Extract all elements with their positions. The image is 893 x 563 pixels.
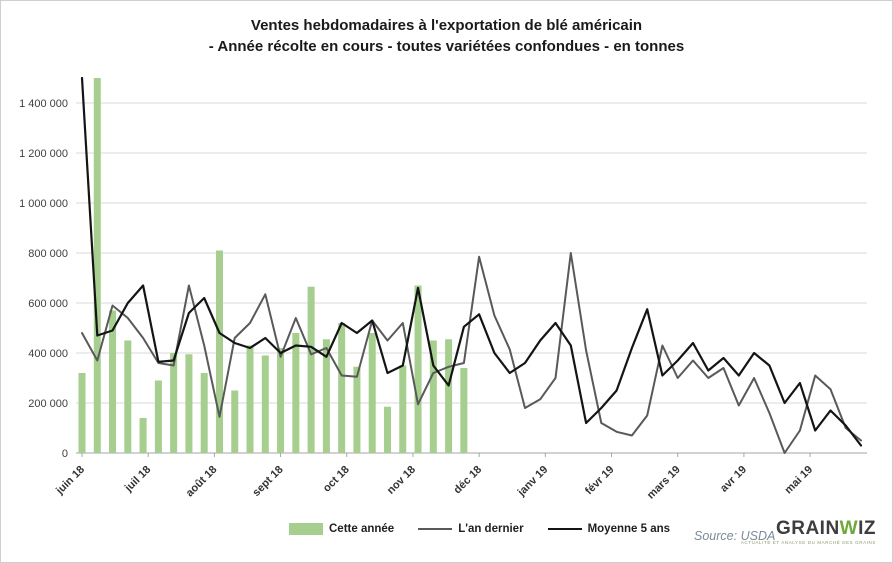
chart-canvas: 0 200 000 400 000 600 000 800 000 1 000 000 1 …: [19, 76, 867, 502]
x-tick-label: nov 18: [385, 464, 418, 497]
line-series: [80, 76, 863, 447]
bar-cette-annee: [460, 368, 468, 453]
line-series: [81, 252, 862, 454]
y-tick-label: 1 000 000: [19, 198, 68, 210]
legend-label-cette-annee: Cette année: [329, 523, 395, 535]
legend-item-moyenne: Moyenne 5 ans: [547, 523, 671, 535]
x-tick-label: juin 18: [53, 464, 87, 498]
bar-cette-annee: [429, 340, 437, 453]
bar-cette-annee: [109, 310, 117, 453]
bar-cette-annee: [78, 373, 86, 453]
bar-cette-annee: [185, 354, 193, 453]
x-tick-label: févr 19: [583, 464, 617, 498]
bar-cette-annee: [399, 365, 407, 453]
source-note: Source: USDA: [694, 529, 775, 543]
brand-logo: GRAINWIZ ACTUALITÉ ET ANALYSE DU MARCHÉ …: [741, 519, 876, 546]
x-tick-label: août 18: [184, 464, 220, 500]
bar-cette-annee: [338, 323, 346, 453]
y-tick-label: 0: [62, 448, 68, 460]
bar-cette-annee: [170, 353, 178, 453]
chart-legend: Cette année L'an dernier Moyenne 5 ans: [289, 523, 670, 535]
bar-cette-annee: [307, 286, 315, 453]
bar-cette-annee: [93, 78, 101, 453]
brand-part1: GRAIN: [775, 518, 840, 539]
bar-cette-annee: [139, 418, 147, 453]
y-tick-label: 600 000: [28, 298, 68, 310]
y-tick-label: 400 000: [28, 348, 68, 360]
bar-cette-annee: [383, 406, 391, 453]
x-tick-label: juil 18: [122, 464, 153, 495]
source-value: USDA: [740, 529, 776, 543]
y-tick-label: 1 200 000: [19, 148, 68, 160]
legend-item-cette-annee: Cette année: [289, 523, 394, 535]
brand-name: GRAINWIZ: [741, 519, 876, 538]
brand-tagline: ACTUALITÉ ET ANALYSE DU MARCHÉ DES GRAIN…: [740, 540, 876, 545]
bar-cette-annee: [215, 250, 223, 453]
legend-swatch-bar-icon: [289, 523, 323, 535]
legend-swatch-black-line-icon: [547, 528, 582, 530]
x-tick-label: oct 18: [321, 464, 352, 495]
legend-label-moyenne: Moyenne 5 ans: [587, 523, 671, 535]
bar-cette-annee: [292, 333, 300, 453]
x-tick-label: sept 18: [250, 464, 285, 499]
bar-cette-annee: [154, 380, 162, 453]
bar-cette-annee: [353, 366, 361, 453]
legend-swatch-gray-line-icon: [418, 528, 453, 530]
bar-cette-annee: [246, 345, 254, 453]
x-tick-label: janv 19: [515, 464, 551, 500]
y-tick-label: 800 000: [28, 248, 68, 260]
x-tick-label: mai 19: [783, 464, 816, 497]
legend-item-an-dernier: L'an dernier: [418, 523, 524, 535]
x-tick-label: avr 19: [718, 464, 749, 495]
chart-title-line1: Ventes hebdomadaires à l'exportation de …: [250, 17, 643, 34]
bar-cette-annee: [124, 340, 132, 453]
y-tick-label: 200 000: [28, 398, 68, 410]
legend-label-an-dernier: L'an dernier: [458, 523, 524, 535]
chart-title-line2: - Année récolte en cours - toutes variét…: [208, 38, 685, 55]
brand-part2: W: [839, 518, 859, 539]
bar-cette-annee: [231, 390, 239, 453]
bar-cette-annee: [322, 339, 330, 453]
y-tick-label: 1 400 000: [19, 98, 68, 110]
chart-title: Ventes hebdomadaires à l'exportation de …: [1, 15, 892, 57]
bar-cette-annee: [368, 333, 376, 453]
x-tick-label: déc 18: [452, 464, 485, 497]
bar-cette-annee: [261, 355, 269, 453]
brand-part3: IZ: [858, 518, 876, 539]
bar-cette-annee: [277, 348, 285, 453]
bar-cette-annee: [445, 339, 453, 453]
x-tick-label: mars 19: [645, 464, 683, 502]
bar-cette-annee: [414, 285, 422, 453]
bar-cette-annee: [200, 373, 208, 453]
source-label: Source:: [694, 529, 738, 543]
